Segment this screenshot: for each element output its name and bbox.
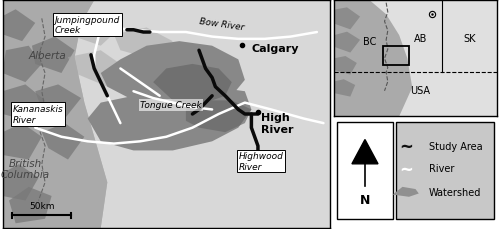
Text: Bow River: Bow River bbox=[199, 17, 245, 33]
Text: AB: AB bbox=[414, 34, 427, 44]
Polygon shape bbox=[68, 51, 127, 87]
Polygon shape bbox=[2, 164, 38, 201]
Polygon shape bbox=[392, 187, 419, 197]
Text: Kananaskis
River: Kananaskis River bbox=[12, 105, 63, 124]
Polygon shape bbox=[62, 15, 120, 46]
Polygon shape bbox=[2, 124, 42, 160]
Text: ~: ~ bbox=[399, 160, 412, 178]
Polygon shape bbox=[352, 140, 378, 164]
Polygon shape bbox=[2, 1, 108, 228]
Polygon shape bbox=[101, 42, 245, 103]
Text: Study Area: Study Area bbox=[428, 142, 482, 152]
Text: USA: USA bbox=[410, 86, 430, 96]
Text: Watershed: Watershed bbox=[428, 187, 481, 197]
Text: British
Columbia: British Columbia bbox=[1, 158, 50, 180]
Text: SK: SK bbox=[463, 34, 475, 44]
Polygon shape bbox=[114, 28, 173, 60]
Polygon shape bbox=[88, 87, 252, 151]
Text: River: River bbox=[428, 164, 454, 174]
Bar bbox=[338, 122, 392, 219]
Text: High
River: High River bbox=[261, 113, 294, 134]
Polygon shape bbox=[42, 124, 84, 160]
Polygon shape bbox=[334, 33, 360, 53]
Polygon shape bbox=[334, 57, 357, 75]
Polygon shape bbox=[334, 8, 360, 30]
Polygon shape bbox=[74, 1, 330, 228]
Polygon shape bbox=[334, 1, 497, 117]
Text: ~: ~ bbox=[399, 138, 412, 155]
Polygon shape bbox=[9, 187, 51, 223]
Text: N: N bbox=[360, 193, 370, 206]
Polygon shape bbox=[2, 1, 330, 228]
Text: 50km: 50km bbox=[29, 202, 54, 211]
Polygon shape bbox=[35, 85, 81, 119]
Text: Highwood
River: Highwood River bbox=[238, 152, 283, 171]
Polygon shape bbox=[32, 37, 74, 74]
Polygon shape bbox=[334, 1, 412, 117]
Polygon shape bbox=[2, 46, 42, 83]
Text: Tongue Creek: Tongue Creek bbox=[140, 101, 202, 110]
Text: BC: BC bbox=[363, 37, 376, 47]
Polygon shape bbox=[2, 85, 45, 121]
Polygon shape bbox=[2, 10, 35, 42]
Polygon shape bbox=[334, 80, 355, 97]
Text: Calgary: Calgary bbox=[252, 44, 299, 54]
Text: Jumpingpound
Creek: Jumpingpound Creek bbox=[55, 16, 120, 35]
Polygon shape bbox=[186, 101, 252, 133]
Text: Alberta: Alberta bbox=[28, 51, 66, 60]
Polygon shape bbox=[153, 65, 232, 105]
Bar bbox=[383, 46, 409, 66]
Bar bbox=[396, 122, 494, 219]
